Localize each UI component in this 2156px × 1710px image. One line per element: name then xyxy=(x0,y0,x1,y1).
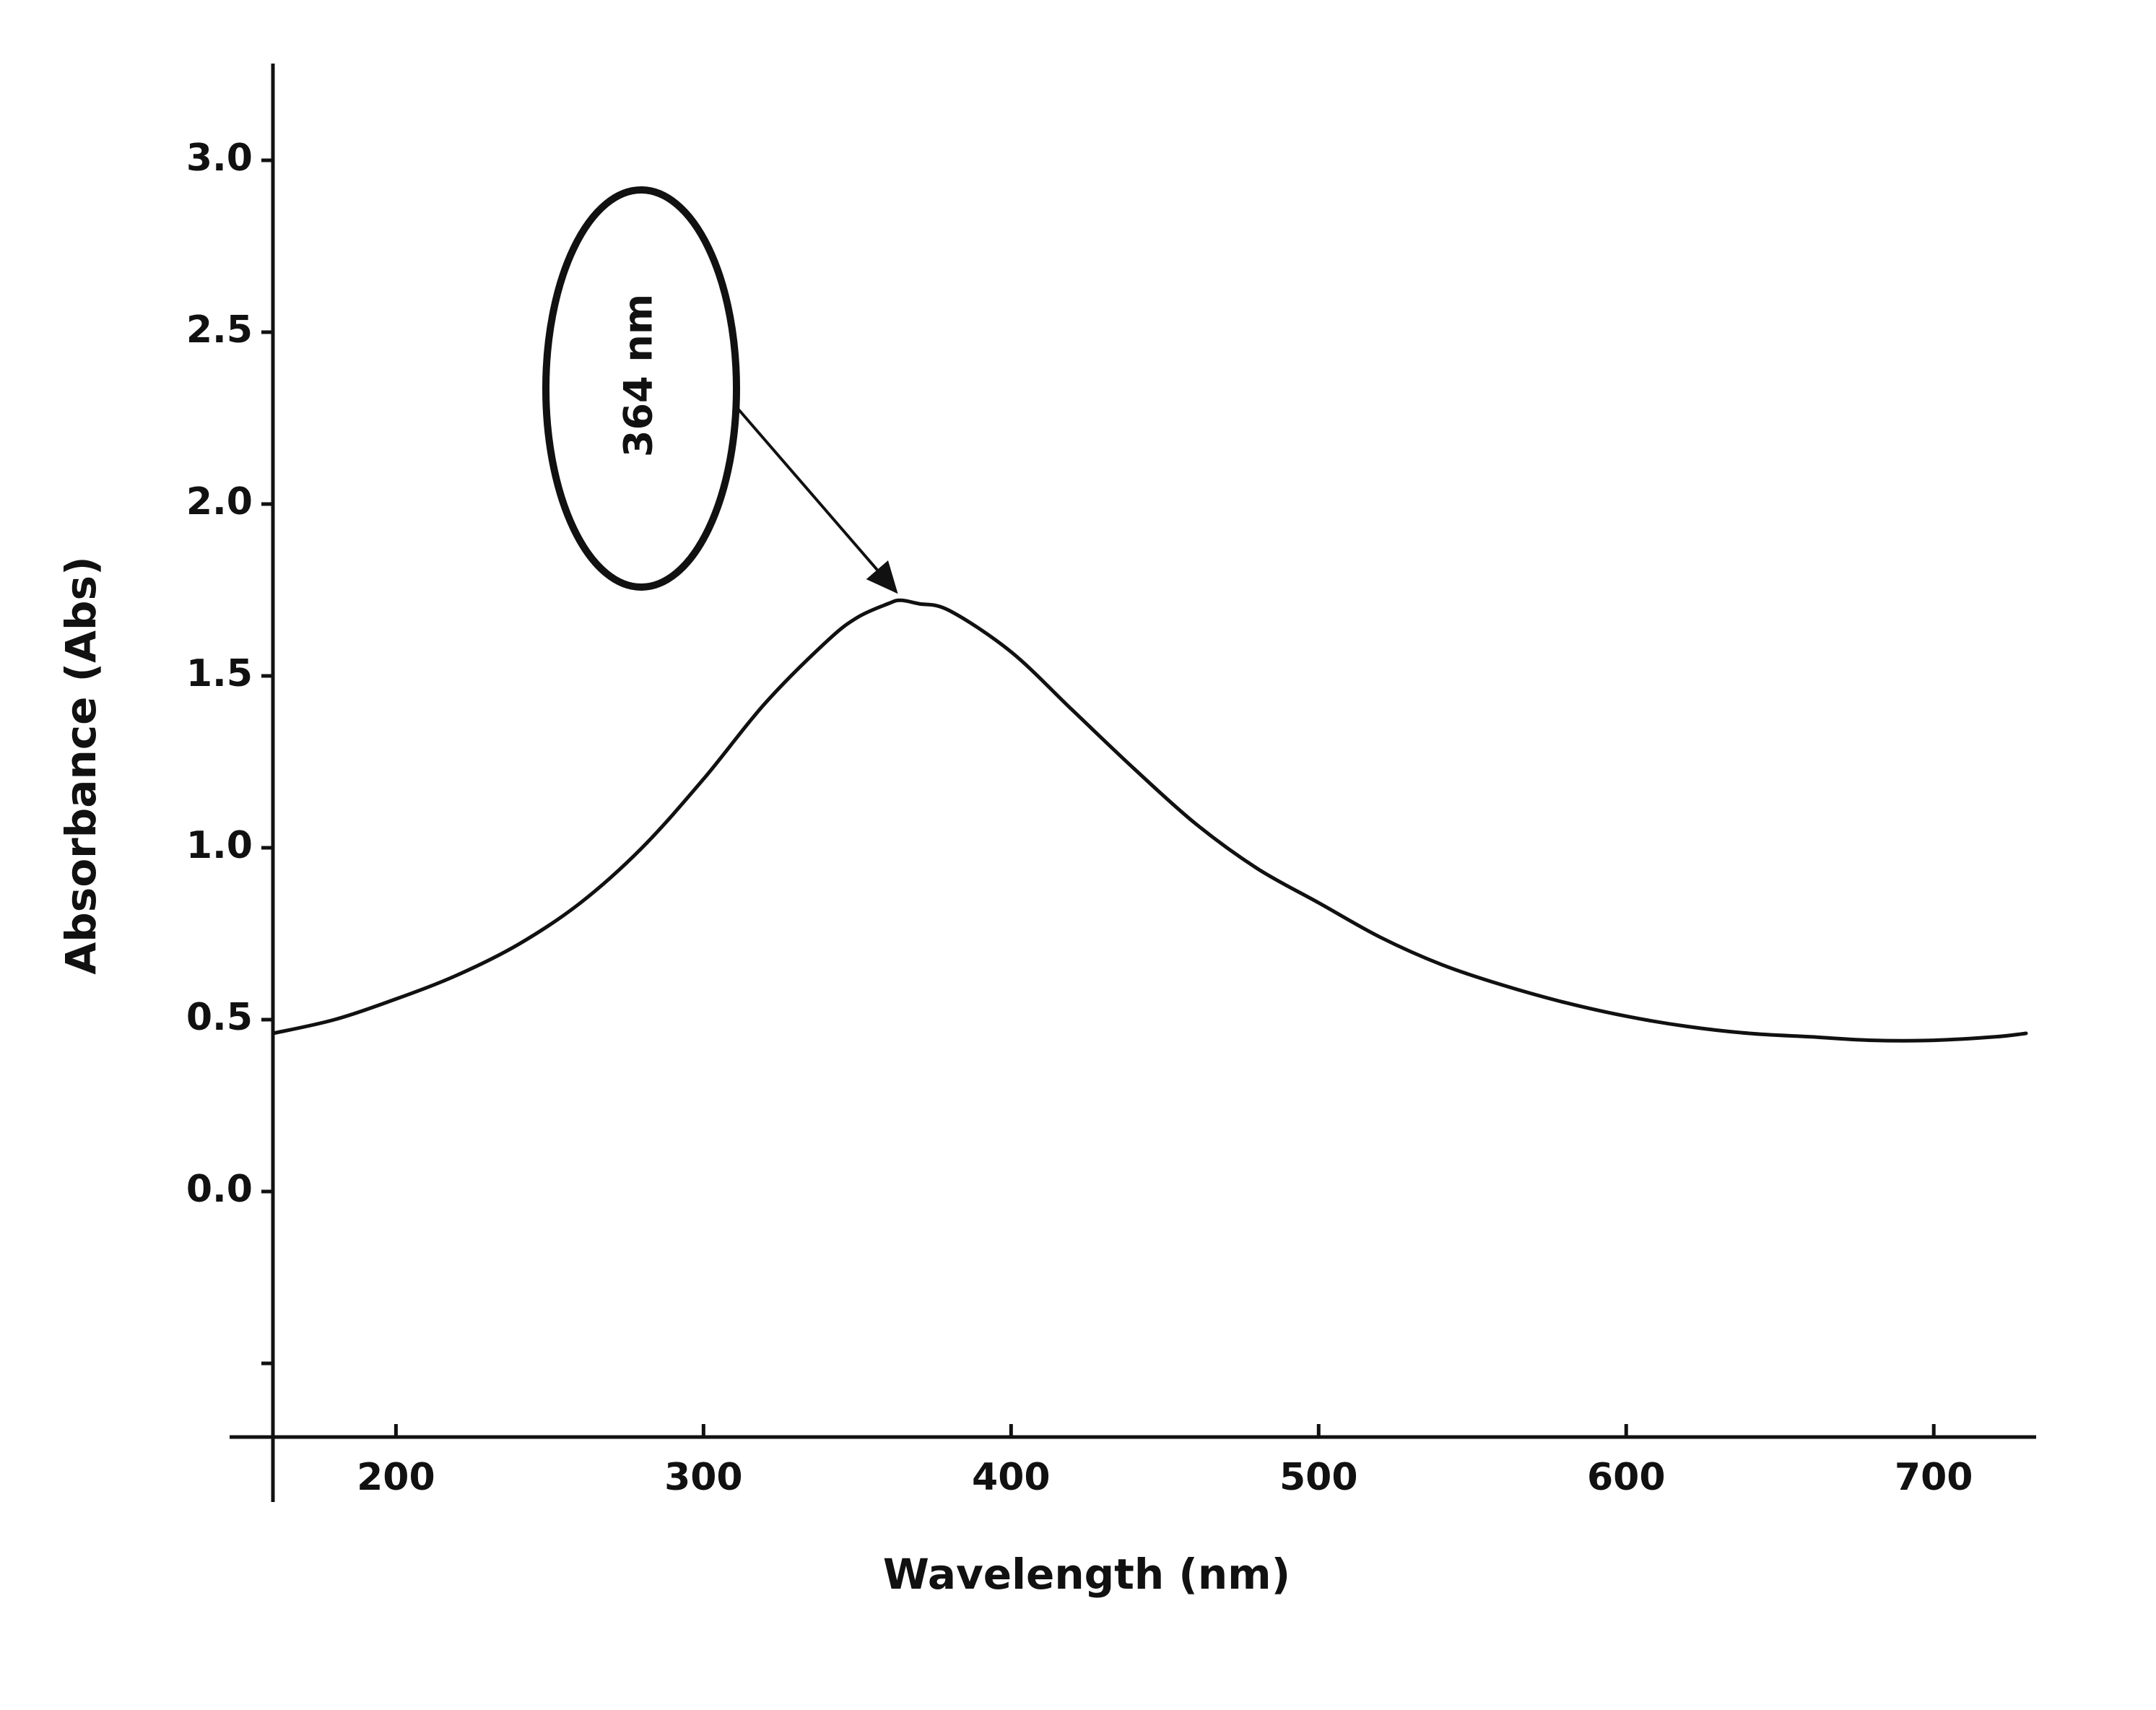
annotation-arrow xyxy=(736,407,898,594)
x-tick-label: 600 xyxy=(1587,1456,1666,1499)
y-tick-label: 2.0 xyxy=(186,480,253,524)
peak-annotation: 364 nm xyxy=(542,186,898,594)
x-tick-label: 500 xyxy=(1279,1456,1358,1499)
x-ticks: 200 300 400 500 600 700 xyxy=(357,1424,1973,1499)
absorbance-curve xyxy=(271,598,2028,1043)
y-tick-label: 1.5 xyxy=(186,652,253,695)
x-axis-title: Wavelength (nm) xyxy=(883,1550,1290,1599)
x-tick-label: 700 xyxy=(1895,1456,1973,1499)
y-tick-label: 1.0 xyxy=(186,824,253,867)
x-tick-label: 400 xyxy=(972,1456,1051,1499)
y-tick-label: 2.5 xyxy=(186,308,253,352)
y-tick-label: 0.0 xyxy=(186,1168,253,1211)
y-ticks: 0.0 0.5 1.0 1.5 2.0 2.5 3.0 xyxy=(186,136,273,1366)
x-tick-label: 300 xyxy=(664,1456,743,1499)
x-tick-label: 200 xyxy=(357,1456,435,1499)
y-axis-title: Absorbance (Abs) xyxy=(56,556,105,974)
y-tick-label: 0.5 xyxy=(186,996,253,1039)
peak-label: 364 nm xyxy=(616,294,661,457)
annotation-ellipse xyxy=(542,186,740,591)
y-tick-label: 3.0 xyxy=(186,136,253,180)
